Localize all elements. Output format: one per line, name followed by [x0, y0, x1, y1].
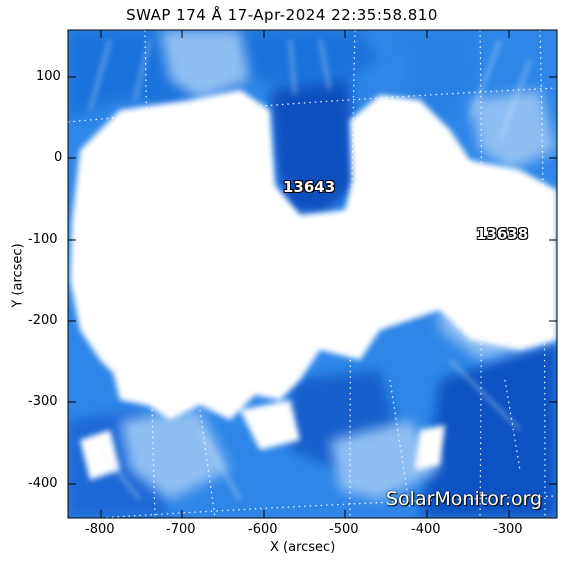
x-tick-label: -400 — [411, 522, 441, 537]
plot-title: SWAP 174 Å 17-Apr-2024 22:35:58.810 — [126, 6, 438, 24]
active-region-label: 13638 — [476, 225, 529, 243]
y-tick-label: 0 — [54, 150, 63, 165]
x-tick-label: -800 — [85, 522, 115, 537]
euv-image — [68, 30, 557, 518]
y-tick-label: -400 — [28, 476, 58, 491]
y-axis-label: Y (arcsec) — [10, 243, 26, 308]
y-tick-label: -100 — [28, 232, 58, 247]
plot-frame — [67, 29, 558, 519]
x-tick-label: -500 — [329, 522, 359, 537]
y-axis-ticks — [68, 76, 557, 485]
x-axis-ticks — [100, 30, 510, 518]
y-tick-label: -200 — [28, 313, 58, 328]
x-axis-label: X (arcsec) — [270, 540, 336, 555]
active-region-label: 13643 — [283, 178, 336, 196]
x-tick-label: -600 — [248, 522, 278, 537]
x-tick-label: -700 — [166, 522, 196, 537]
watermark: SolarMonitor.org — [386, 488, 543, 510]
x-tick-label: -300 — [493, 522, 523, 537]
y-tick-label: -300 — [28, 394, 58, 409]
y-tick-label: 100 — [36, 69, 61, 84]
